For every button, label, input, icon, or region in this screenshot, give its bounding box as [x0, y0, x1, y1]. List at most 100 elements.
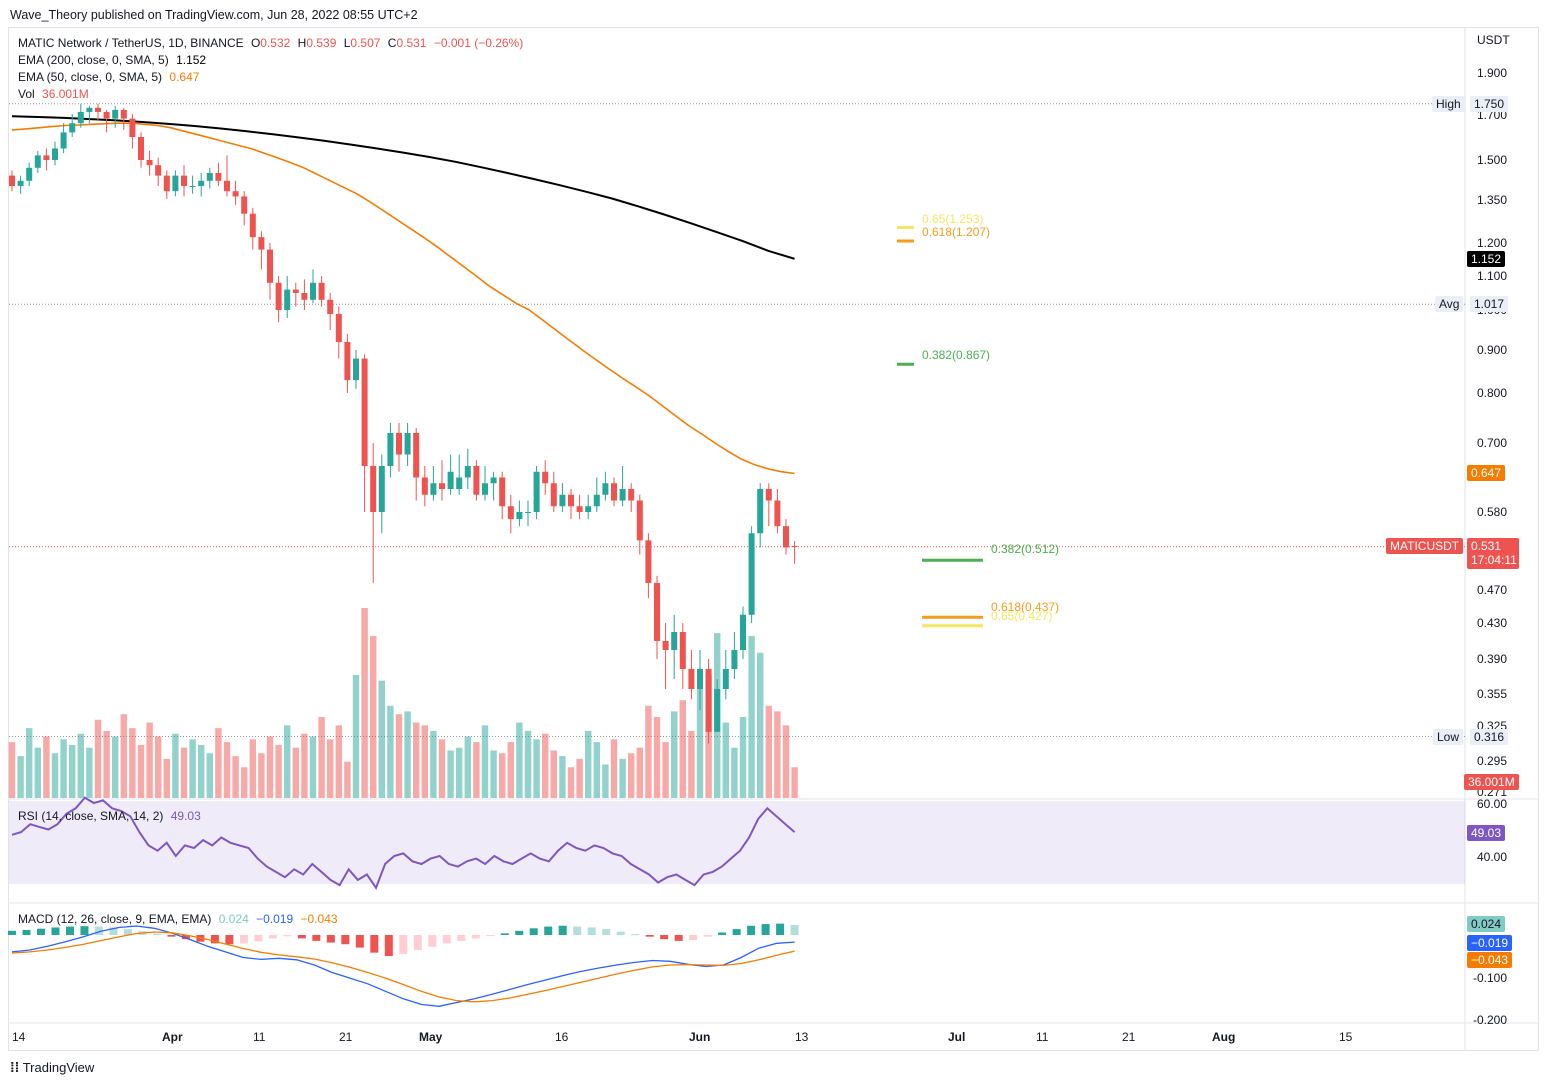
- macd-histogram-bar: [399, 935, 408, 954]
- candle-body: [86, 107, 93, 112]
- candle-body: [636, 500, 643, 541]
- macd-histogram-bar: [22, 929, 31, 935]
- candle-body: [611, 483, 617, 501]
- macd-histogram-bar: [326, 935, 335, 943]
- volume-bar: [765, 705, 772, 798]
- volume-bar: [585, 730, 592, 798]
- candle-body: [482, 483, 488, 495]
- macd-histogram-bar: [152, 933, 161, 935]
- volume-bar: [103, 730, 110, 798]
- candle-body: [103, 111, 110, 119]
- candle-body: [688, 669, 695, 689]
- candle-body: [129, 118, 136, 137]
- volume-bar: [481, 725, 489, 798]
- volume-bar: [791, 767, 798, 798]
- ema200-value: 1.152: [176, 53, 207, 67]
- ema200-legend[interactable]: EMA (200, close, 0, SMA, 5) 1.152: [18, 53, 210, 67]
- macd-legend[interactable]: MACD (12, 26, close, 9, EMA, EMA) 0.024 …: [18, 912, 342, 926]
- macd-histogram-bar: [674, 935, 683, 941]
- volume-bar: [17, 756, 24, 798]
- candle-body: [585, 506, 592, 512]
- tradingview-logo[interactable]: ⁞⁞ TradingView: [10, 1059, 94, 1075]
- candle-body: [378, 466, 385, 512]
- rsi-label: RSI (14, close, SMA, 14, 2): [18, 809, 164, 823]
- candle-body: [447, 471, 454, 489]
- candle-body: [662, 641, 669, 650]
- candle-body: [645, 540, 652, 583]
- rsi-legend[interactable]: RSI (14, close, SMA, 14, 2) 49.03: [18, 809, 205, 823]
- candle-body: [774, 500, 781, 527]
- candle-body: [464, 466, 471, 478]
- macd-histogram-bar: [732, 929, 741, 935]
- volume-bar: [774, 711, 781, 798]
- volume-bar: [34, 747, 41, 798]
- volume-bar: [542, 733, 549, 798]
- macd-histogram-bar: [51, 927, 60, 935]
- x-tick: Apr: [162, 1030, 183, 1044]
- x-tick: 13: [795, 1030, 809, 1044]
- volume-bar: [688, 730, 695, 798]
- volume-bar: [628, 753, 635, 798]
- volume-bar: [370, 635, 377, 798]
- publisher-line: Wave_Theory published on TradingView.com…: [10, 8, 418, 22]
- macd-histogram-bar: [558, 925, 567, 935]
- tradingview-logo-icon: ⁞⁞: [10, 1059, 20, 1075]
- candle-body: [77, 111, 84, 124]
- macd-line-value: −0.019: [256, 912, 294, 926]
- volume-legend[interactable]: Vol 36.001M: [18, 87, 93, 101]
- volume-bar: [266, 736, 274, 798]
- ema50-legend[interactable]: EMA (50, close, 0, SMA, 5) 0.647: [18, 70, 203, 84]
- symbol-legend: MATIC Network / TetherUS, 1D, BINANCE O0…: [18, 36, 524, 50]
- macd-histogram-bar: [210, 935, 219, 944]
- symbol-title: MATIC Network / TetherUS, 1D, BINANCE: [18, 36, 244, 50]
- candle-body: [387, 433, 394, 466]
- macd-histogram-bar: [486, 935, 495, 936]
- candle-body: [181, 175, 187, 186]
- macd-hist-value: 0.024: [218, 912, 249, 926]
- price-tick: 0.295: [1477, 754, 1508, 768]
- candle-body: [765, 489, 772, 501]
- volume-bar: [516, 722, 523, 798]
- symbol-badge: MATICUSDT: [1386, 538, 1464, 554]
- volume-bar: [456, 747, 463, 798]
- volume-bar: [671, 711, 678, 798]
- macd-histogram-bar: [123, 929, 132, 935]
- x-tick: 16: [555, 1030, 569, 1044]
- chart-frame: [8, 27, 1539, 1051]
- volume-bar: [576, 758, 583, 798]
- volume-bar: [318, 716, 325, 798]
- macd-histogram-bar: [761, 924, 770, 935]
- candle-body: [60, 132, 67, 149]
- volume-bar: [438, 739, 446, 798]
- candle-body: [533, 471, 540, 512]
- candle-body: [258, 237, 265, 250]
- volume-bar: [232, 756, 239, 798]
- x-tick: 11: [1036, 1030, 1049, 1044]
- candle-body: [292, 289, 299, 293]
- candle-body: [224, 180, 230, 192]
- price-tick: 0.430: [1477, 616, 1508, 630]
- volume-bar: [378, 680, 385, 798]
- tradingview-brand: TradingView: [22, 1060, 95, 1075]
- volume-bar: [550, 750, 557, 798]
- candle-body: [163, 175, 170, 192]
- volume-bar: [636, 747, 643, 798]
- candle-body: [353, 358, 359, 381]
- macd-histogram-bar: [94, 926, 103, 935]
- volume-bar: [215, 728, 222, 798]
- countdown-value: 17:04:11: [1471, 553, 1517, 567]
- candle-body: [757, 489, 764, 534]
- volume-bar: [172, 733, 179, 798]
- ema50-label: EMA (50, close, 0, SMA, 5): [18, 70, 163, 84]
- candle-body: [499, 477, 506, 507]
- macd-histogram-bar: [355, 935, 364, 948]
- candle-body: [267, 249, 273, 283]
- macd-histogram-bar: [384, 935, 393, 956]
- candle-body: [679, 632, 686, 669]
- volume-bar: [155, 736, 162, 798]
- candle-body: [370, 466, 377, 512]
- macd-histogram-bar: [645, 935, 654, 937]
- candle-body: [525, 512, 531, 513]
- high-value-badge: 1.750: [1470, 96, 1509, 112]
